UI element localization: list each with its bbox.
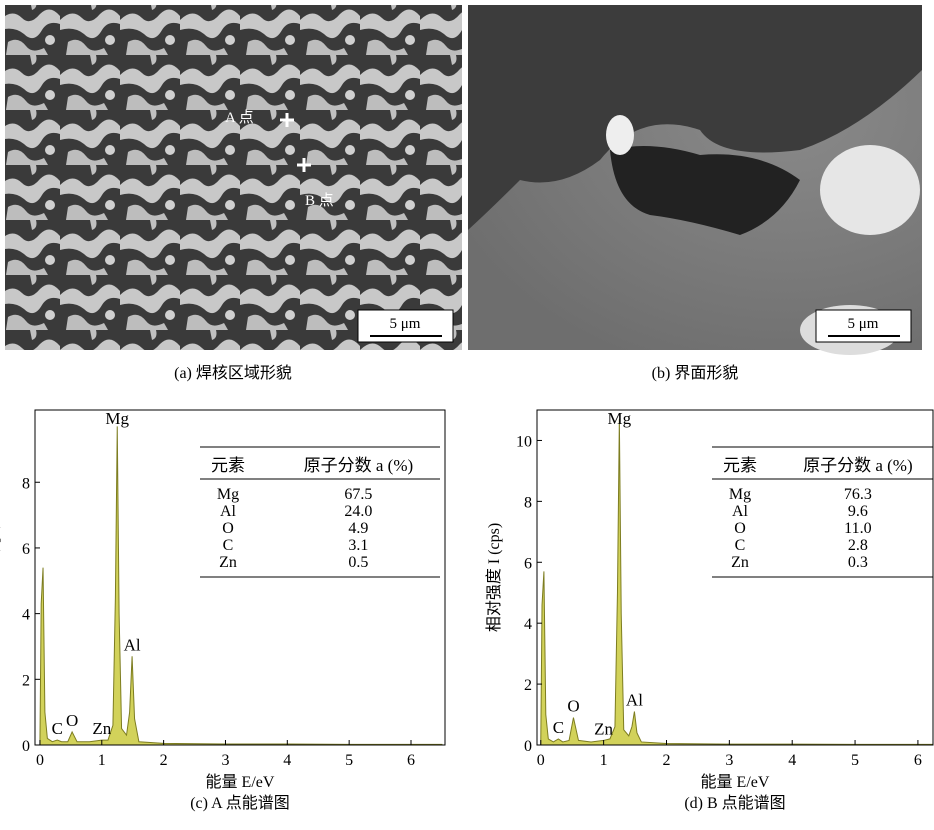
table-cell: 9.6 [848, 503, 868, 520]
table-cell: C [223, 537, 234, 554]
y-tick-label: 6 [22, 541, 30, 558]
table-cell: 3.1 [348, 537, 368, 554]
marker-label: A 点 [225, 109, 254, 126]
x-tick-label: 5 [851, 752, 859, 769]
table-cell: 2.8 [848, 537, 868, 554]
chart-caption: (c) A 点能谱图 [190, 794, 290, 812]
y-tick-label: 4 [22, 607, 30, 624]
table-cell: 11.0 [844, 520, 871, 537]
x-tick-label: 2 [662, 752, 670, 769]
y-tick-label: 8 [22, 475, 30, 492]
x-tick-label: 6 [407, 752, 415, 769]
y-tick-label: 6 [524, 555, 532, 572]
x-tick-label: 3 [725, 752, 733, 769]
table-header: 元素 [211, 456, 245, 475]
peak-label: Zn [594, 719, 613, 738]
x-tick-label: 4 [788, 752, 796, 769]
image-caption: (a) 焊核区域形貌 [174, 364, 292, 382]
peak-label: O [567, 697, 579, 716]
table-cell: Zn [731, 554, 749, 571]
sem-image-b: 5 μm [468, 5, 922, 355]
x-tick-label: 0 [537, 752, 545, 769]
peak-label: C [553, 718, 564, 737]
x-tick-label: 4 [283, 752, 291, 769]
table-cell: O [222, 520, 234, 537]
sem-image-a: A 点 B 点 5 μm [5, 5, 462, 350]
x-tick-label: 2 [160, 752, 168, 769]
peak-label: C [52, 719, 63, 738]
table-cell: 76.3 [844, 486, 872, 503]
table-cell: 0.3 [848, 554, 868, 571]
peak-label: Al [124, 635, 141, 654]
y-tick-label: 0 [22, 738, 30, 755]
table-cell: Al [220, 503, 237, 520]
table-cell: Al [732, 503, 749, 520]
table-cell: 4.9 [348, 520, 368, 537]
scale-bar-label: 5 μm [848, 316, 879, 332]
table-header: 原子分数 a (%) [803, 456, 913, 475]
x-tick-label: 3 [221, 752, 229, 769]
y-tick-label: 2 [22, 672, 30, 689]
y-tick-label: 0 [524, 738, 532, 755]
chart-caption: (d) B 点能谱图 [684, 794, 785, 812]
peak-label: Al [626, 691, 643, 710]
table-cell: 24.0 [344, 503, 372, 520]
y-tick-label: 8 [524, 494, 532, 511]
y-axis-label: 相对强度 I (cps) [485, 523, 503, 632]
image-caption: (b) 界面形貌 [652, 364, 739, 382]
table-cell: C [735, 537, 746, 554]
peak-label: O [66, 711, 78, 730]
peak-label: Mg [608, 409, 632, 428]
table-cell: Mg [217, 486, 239, 503]
figure: A 点 B 点 5 μm 5 μm (a) 焊核区域形貌 (b) 界面形貌 0 1… [0, 0, 934, 825]
table-cell: 0.5 [348, 554, 368, 571]
x-tick-label: 6 [914, 752, 922, 769]
x-axis-label: 能量 E/eV [701, 773, 770, 791]
y-tick-label: 2 [524, 677, 532, 694]
x-tick-label: 1 [98, 752, 106, 769]
table-cell: Zn [219, 554, 237, 571]
scale-bar-label: 5 μm [390, 316, 421, 332]
x-axis-label: 能量 E/eV [206, 773, 275, 791]
peak-label: Zn [92, 719, 111, 738]
table-cell: Mg [729, 486, 751, 503]
table-cell: 67.5 [344, 486, 372, 503]
x-tick-label: 0 [36, 752, 44, 769]
marker-label: B 点 [305, 192, 334, 209]
y-tick-label: 10 [516, 433, 532, 450]
y-tick-label: 4 [524, 616, 532, 633]
x-tick-label: 5 [345, 752, 353, 769]
table-header: 原子分数 a (%) [304, 456, 414, 475]
peak-label: Mg [105, 409, 129, 428]
x-tick-label: 1 [600, 752, 608, 769]
table-header: 元素 [723, 456, 757, 475]
y-axis-label: 相对强度 I (cps) [0, 523, 1, 632]
table-cell: O [734, 520, 746, 537]
